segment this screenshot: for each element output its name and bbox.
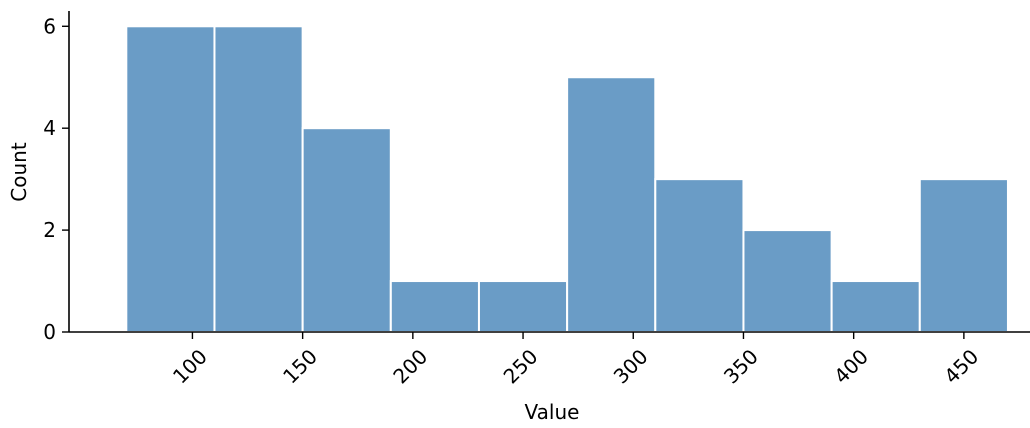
x-tick-label-1: 150 — [278, 344, 322, 388]
y-tick-label-1: 2 — [43, 218, 56, 242]
y-tick-label-0: 0 — [43, 320, 56, 344]
histogram-bar-7 — [742, 229, 833, 334]
x-tick-label-5: 350 — [719, 344, 763, 388]
y-axis-ticks: 0 2 4 6 — [43, 14, 69, 344]
y-tick-label-2: 4 — [43, 116, 56, 140]
y-axis-title: Count — [7, 142, 31, 202]
histogram-bar-3 — [389, 280, 480, 333]
histogram-bar-1 — [213, 25, 304, 334]
x-tick-label-4: 300 — [609, 344, 653, 388]
x-tick-label-7: 450 — [939, 344, 983, 388]
histogram-bar-4 — [477, 280, 569, 333]
histogram-bar-6 — [654, 178, 745, 333]
histogram-bar-0 — [125, 25, 216, 334]
y-tick-label-3: 6 — [43, 14, 56, 38]
bars-group — [125, 25, 1009, 334]
x-tick-label-6: 400 — [829, 344, 873, 388]
histogram-bar-5 — [566, 76, 657, 333]
histogram-bar-9 — [918, 178, 1009, 333]
histogram-bar-2 — [301, 127, 392, 333]
x-tick-label-0: 100 — [168, 344, 212, 388]
x-axis-title: Value — [525, 400, 580, 424]
x-tick-label-2: 200 — [388, 344, 432, 388]
x-axis-ticks: 100 150 200 250 300 350 400 450 — [168, 332, 983, 388]
x-tick-label-3: 250 — [499, 344, 543, 388]
histogram-bar-8 — [830, 280, 921, 333]
